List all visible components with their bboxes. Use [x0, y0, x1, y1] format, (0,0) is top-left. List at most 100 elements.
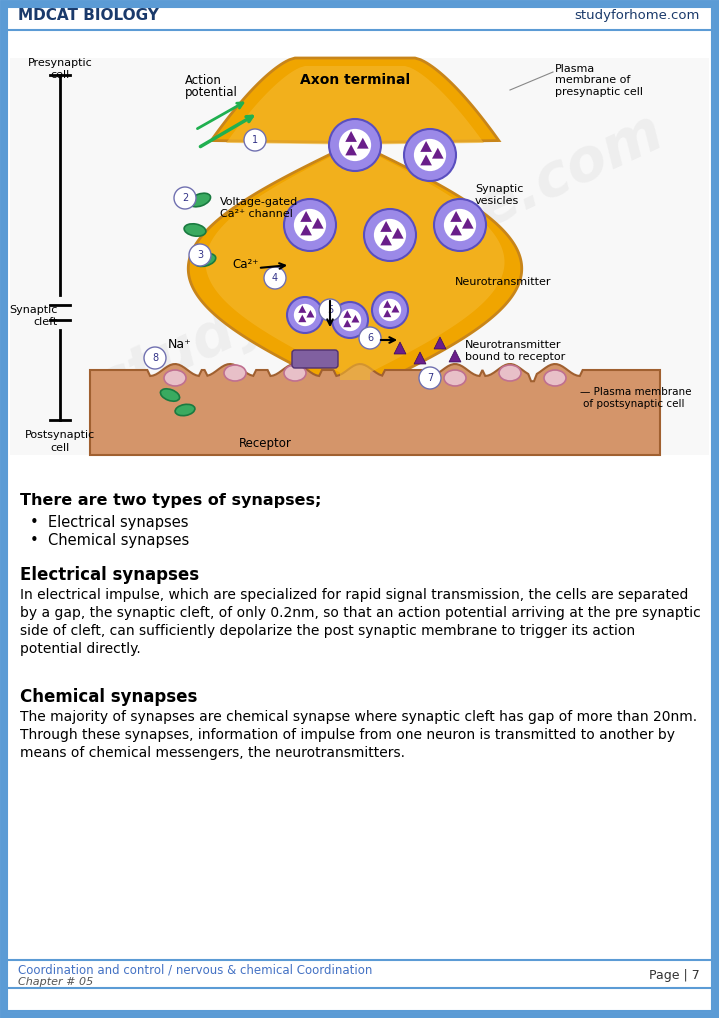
Ellipse shape — [224, 365, 246, 381]
Text: Action: Action — [185, 73, 222, 87]
Text: potential directly.: potential directly. — [20, 642, 141, 656]
Circle shape — [374, 219, 406, 251]
Polygon shape — [432, 148, 444, 159]
Text: bound to receptor: bound to receptor — [465, 352, 565, 362]
Polygon shape — [391, 305, 400, 313]
Text: 6: 6 — [367, 333, 373, 343]
Text: 7: 7 — [427, 373, 433, 383]
Polygon shape — [206, 66, 505, 380]
Polygon shape — [352, 315, 360, 323]
Polygon shape — [414, 352, 426, 364]
Text: Ca²⁺ channel: Ca²⁺ channel — [220, 209, 293, 219]
Text: Postsynaptic: Postsynaptic — [25, 430, 95, 440]
Text: In electrical impulse, which are specialized for rapid signal transmission, the : In electrical impulse, which are special… — [20, 588, 688, 602]
Text: Axon terminal: Axon terminal — [300, 73, 410, 87]
Ellipse shape — [175, 404, 195, 415]
Text: Electrical synapses: Electrical synapses — [20, 566, 199, 584]
Text: membrane of: membrane of — [555, 75, 631, 84]
Text: Synaptic: Synaptic — [475, 184, 523, 194]
Text: Na⁺: Na⁺ — [168, 338, 192, 351]
Polygon shape — [188, 58, 522, 395]
Text: 8: 8 — [152, 353, 158, 363]
Circle shape — [144, 347, 166, 369]
Circle shape — [414, 138, 446, 171]
Text: •  Electrical synapses: • Electrical synapses — [30, 514, 188, 529]
Ellipse shape — [190, 193, 211, 207]
Polygon shape — [298, 315, 306, 322]
Text: Plasma: Plasma — [555, 64, 595, 74]
Text: Neurotransmitter: Neurotransmitter — [455, 277, 551, 287]
Text: studyforhome.com: studyforhome.com — [88, 104, 672, 416]
Circle shape — [284, 199, 336, 251]
Text: by a gap, the synaptic cleft, of only 0.2nm, so that an action potential arrivin: by a gap, the synaptic cleft, of only 0.… — [20, 606, 701, 620]
Polygon shape — [449, 350, 461, 362]
Circle shape — [444, 209, 476, 241]
Text: 3: 3 — [197, 250, 203, 260]
Polygon shape — [421, 140, 432, 152]
Text: Presynaptic: Presynaptic — [27, 58, 92, 68]
Text: cleft: cleft — [34, 317, 58, 327]
Polygon shape — [383, 309, 391, 318]
Text: The majority of synapses are chemical synapse where synaptic cleft has gap of mo: The majority of synapses are chemical sy… — [20, 710, 697, 724]
Text: presynaptic cell: presynaptic cell — [555, 87, 643, 97]
Circle shape — [379, 299, 401, 321]
Text: •  Chemical synapses: • Chemical synapses — [30, 532, 189, 548]
Polygon shape — [380, 221, 392, 232]
Circle shape — [339, 129, 371, 161]
Circle shape — [294, 303, 316, 326]
Polygon shape — [434, 337, 446, 349]
Bar — [10, 58, 709, 455]
Ellipse shape — [284, 365, 306, 381]
Polygon shape — [345, 131, 357, 142]
Circle shape — [372, 292, 408, 328]
Circle shape — [264, 267, 286, 289]
Polygon shape — [380, 234, 392, 245]
Circle shape — [189, 244, 211, 266]
Text: Receptor: Receptor — [239, 437, 291, 450]
Polygon shape — [394, 342, 406, 354]
Circle shape — [339, 308, 361, 331]
Text: 5: 5 — [327, 305, 333, 315]
Text: vesicles: vesicles — [475, 196, 519, 206]
Polygon shape — [450, 211, 462, 222]
Ellipse shape — [194, 253, 216, 267]
Text: Chapter # 05: Chapter # 05 — [18, 977, 93, 987]
Polygon shape — [343, 310, 352, 318]
Text: Ca²⁺: Ca²⁺ — [232, 258, 258, 271]
Circle shape — [244, 129, 266, 151]
Text: Coordination and control / nervous & chemical Coordination: Coordination and control / nervous & che… — [18, 963, 372, 976]
Text: There are two types of synapses;: There are two types of synapses; — [20, 493, 321, 508]
Text: MDCAT BIOLOGY: MDCAT BIOLOGY — [18, 7, 159, 22]
Text: — Plasma membrane: — Plasma membrane — [580, 387, 692, 397]
Polygon shape — [392, 228, 403, 238]
Ellipse shape — [160, 389, 180, 401]
Text: side of cleft, can sufficiently depolarize the post synaptic membrane to trigger: side of cleft, can sufficiently depolari… — [20, 624, 635, 638]
Polygon shape — [450, 225, 462, 235]
Ellipse shape — [164, 370, 186, 386]
Text: 4: 4 — [272, 273, 278, 283]
Polygon shape — [383, 300, 391, 307]
Circle shape — [419, 367, 441, 389]
Circle shape — [404, 129, 456, 181]
Text: cell: cell — [50, 443, 70, 453]
Circle shape — [287, 297, 323, 333]
Circle shape — [329, 119, 381, 171]
Text: Through these synapses, information of impulse from one neuron is transmitted to: Through these synapses, information of i… — [20, 728, 675, 742]
Text: Page | 7: Page | 7 — [649, 968, 700, 981]
Ellipse shape — [544, 370, 566, 386]
Ellipse shape — [184, 224, 206, 236]
Text: cell: cell — [50, 70, 70, 80]
Polygon shape — [306, 309, 314, 318]
Text: 1: 1 — [252, 135, 258, 145]
Polygon shape — [343, 320, 352, 327]
Text: Synaptic: Synaptic — [9, 305, 58, 315]
Polygon shape — [357, 137, 369, 149]
Text: studyforhome.com: studyforhome.com — [574, 8, 700, 21]
Text: of postsynaptic cell: of postsynaptic cell — [583, 399, 684, 409]
Polygon shape — [345, 145, 357, 156]
Text: means of chemical messengers, the neurotransmitters.: means of chemical messengers, the neurot… — [20, 746, 405, 760]
Polygon shape — [298, 305, 306, 313]
Polygon shape — [312, 218, 324, 229]
Polygon shape — [301, 225, 312, 235]
Text: potential: potential — [185, 86, 238, 99]
